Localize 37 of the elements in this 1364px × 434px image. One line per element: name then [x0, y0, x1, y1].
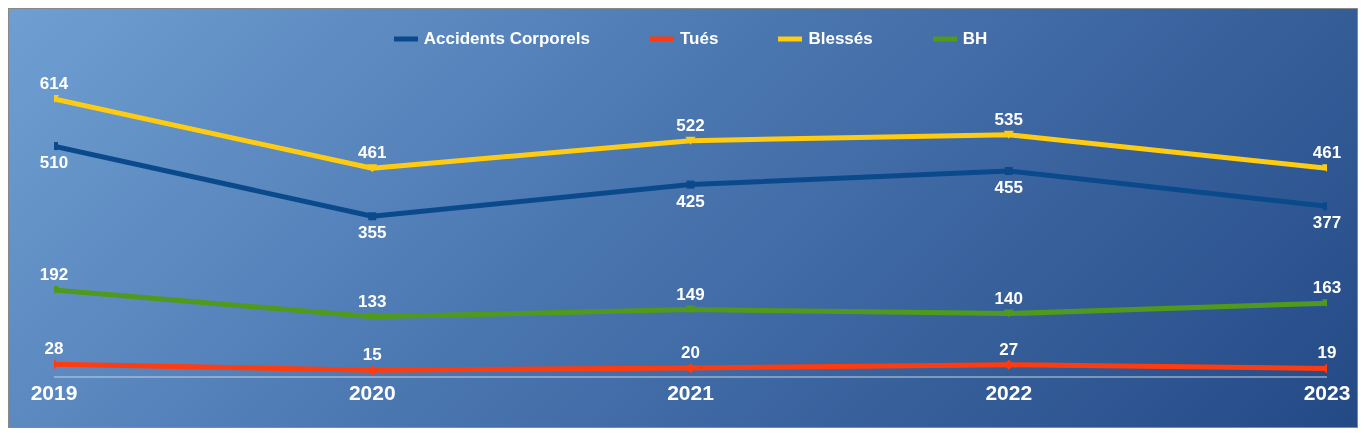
data-label: 133 — [358, 291, 387, 311]
data-label: 510 — [39, 153, 69, 173]
data-label: 455 — [994, 178, 1023, 198]
data-label: 149 — [676, 284, 705, 304]
x-tick-label: 2022 — [985, 380, 1033, 404]
legend-label: Accidents Corporels — [422, 29, 590, 49]
x-tick-label: 2023 — [1303, 380, 1351, 404]
point — [685, 305, 696, 314]
data-label: 20 — [681, 342, 700, 362]
x-tick-label: 2019 — [30, 380, 78, 404]
point — [368, 212, 377, 221]
point — [686, 180, 695, 189]
legend-label: BH — [961, 29, 988, 49]
data-label: 355 — [358, 223, 387, 243]
legend-label: Tués — [679, 29, 719, 49]
data-label: 28 — [44, 339, 64, 359]
data-label: 192 — [39, 265, 69, 285]
data-label: 425 — [676, 191, 705, 211]
x-tick-label: 2020 — [348, 380, 396, 404]
data-label: 163 — [1312, 278, 1342, 298]
data-label: 614 — [39, 74, 69, 93]
legend-label: Blessés — [807, 29, 873, 49]
data-label: 27 — [999, 339, 1019, 359]
x-tick-label: 2021 — [667, 380, 715, 404]
data-label: 377 — [1312, 213, 1342, 233]
data-label: 19 — [1317, 343, 1337, 363]
data-label: 461 — [358, 143, 387, 163]
data-label: 522 — [676, 115, 705, 135]
data-label: 461 — [1312, 143, 1342, 163]
data-label: 535 — [994, 109, 1023, 129]
point — [1003, 130, 1014, 139]
point — [367, 164, 378, 173]
point — [1003, 309, 1014, 318]
point — [685, 136, 696, 145]
data-label: 140 — [994, 288, 1023, 308]
data-label: 15 — [362, 345, 382, 365]
point — [367, 312, 378, 321]
